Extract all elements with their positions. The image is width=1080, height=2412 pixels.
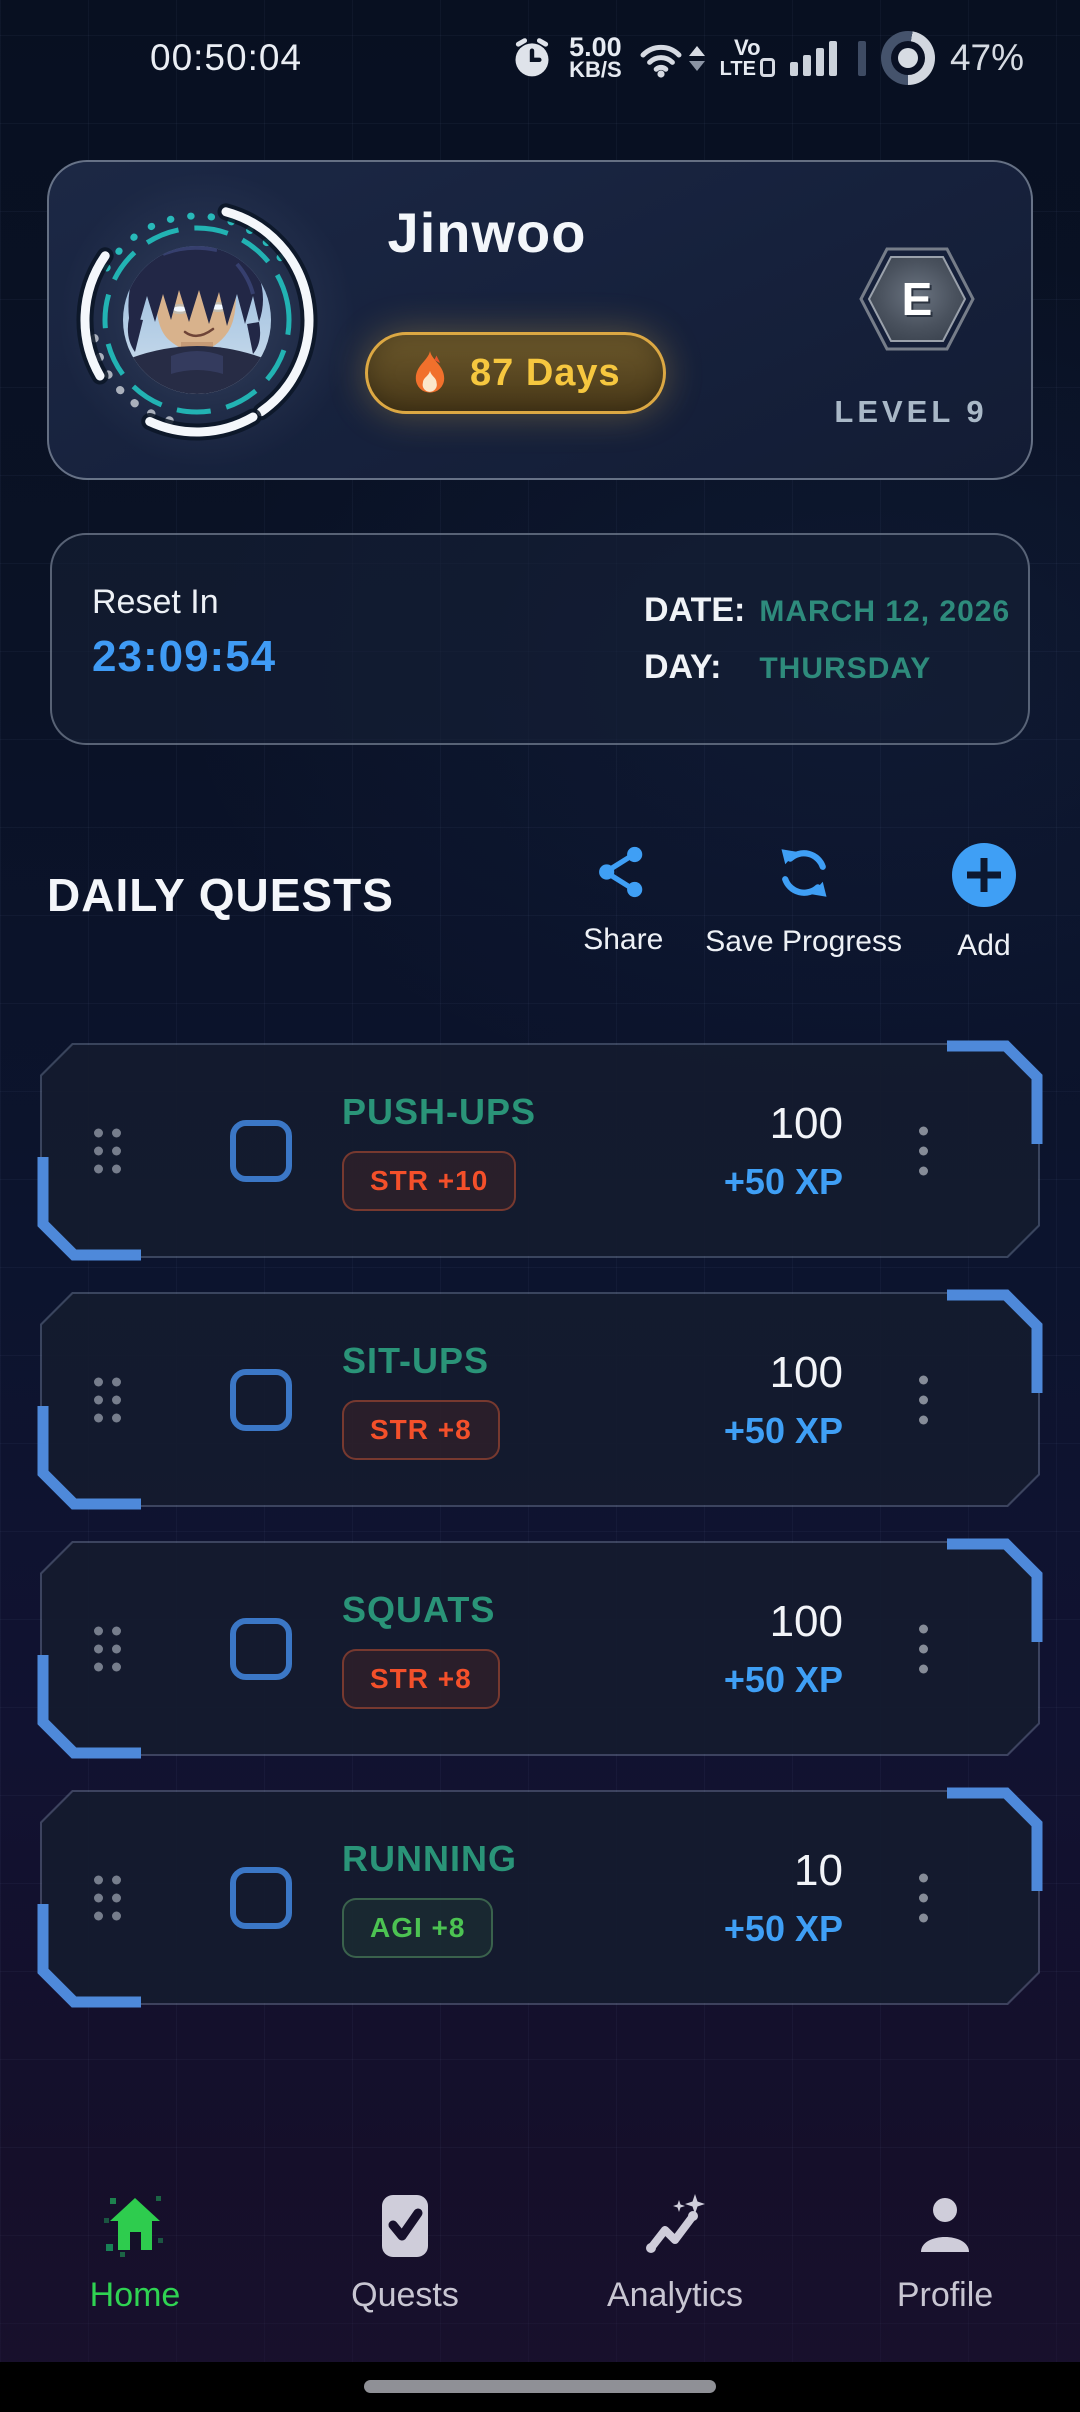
quest-menu-icon[interactable]: [913, 1120, 934, 1181]
profile-card: Jinwoo 87 Days E E LEVEL 9: [47, 160, 1033, 480]
quest-menu-icon[interactable]: [913, 1867, 934, 1928]
avatar-portrait: [123, 246, 271, 394]
quest-title: PUSH-UPS: [342, 1090, 537, 1132]
reset-countdown: 23:09:54: [92, 632, 277, 681]
svg-text:E: E: [904, 275, 935, 327]
quest-checkbox[interactable]: [230, 1368, 292, 1431]
quest-title: SIT-UPS: [342, 1339, 490, 1381]
nav-quests-label: Quests: [351, 2276, 459, 2314]
day-label: DAY:: [644, 648, 722, 686]
analytics-icon: [646, 2194, 705, 2253]
quest-checkbox[interactable]: [230, 1119, 292, 1182]
svg-text:E: E: [902, 273, 933, 325]
share-button[interactable]: Share: [575, 843, 671, 957]
quest-card-pushups: PUSH-UPS STR +10 100 +50 XP: [37, 1040, 1043, 1261]
volte-indicator: Vo LTE: [720, 36, 775, 79]
gesture-bar[interactable]: [364, 2380, 716, 2393]
rank-badge: E E: [859, 247, 975, 351]
net-speed: 5.00 KB/S: [569, 31, 622, 83]
bottom-nav: Home Quests Analytics Profile: [0, 2168, 1080, 2362]
sim-icon: [759, 58, 775, 78]
sim2-signal-icon: [857, 40, 866, 76]
profile-icon: [921, 2198, 969, 2252]
signal-bars-icon: [789, 40, 837, 76]
nav-home-label: Home: [89, 2276, 181, 2314]
drag-handle[interactable]: [94, 1875, 121, 1920]
quest-menu-icon[interactable]: [913, 1369, 934, 1430]
quest-target: 100: [769, 1596, 843, 1646]
quest-card-running: RUNNING AGI +8 10 +50 XP: [37, 1787, 1043, 2008]
quest-actions: Share Save Progress Add: [575, 843, 1032, 963]
battery-percent: 47%: [949, 37, 1024, 78]
wifi-icon: [637, 38, 705, 78]
plus-icon: [952, 843, 1016, 907]
avatar[interactable]: [67, 190, 327, 450]
stat-badge: STR +8: [342, 1648, 500, 1709]
stat-badge: STR +10: [342, 1150, 517, 1211]
quest-card-situps: SIT-UPS STR +8 100 +50 XP: [37, 1289, 1043, 1510]
day-value: THURSDAY: [759, 652, 932, 685]
quest-list: PUSH-UPS STR +10 100 +50 XP SIT-UPS STR …: [37, 1040, 1043, 2039]
date-label: DATE:: [644, 591, 746, 629]
quest-xp: +50 XP: [723, 1907, 843, 1949]
drag-handle[interactable]: [94, 1626, 121, 1671]
share-label: Share: [583, 923, 664, 956]
date-value: MARCH 12, 2026: [759, 595, 1011, 628]
nav-analytics-label: Analytics: [606, 2276, 744, 2314]
streak-label: 87 Days: [470, 351, 621, 394]
clock: 00:50:04: [150, 37, 303, 78]
nav-profile-label: Profile: [896, 2276, 994, 2314]
quest-target: 100: [769, 1347, 843, 1397]
quest-title: SQUATS: [342, 1588, 496, 1630]
quest-checkbox[interactable]: [230, 1866, 292, 1929]
reset-in-label: Reset In: [92, 583, 219, 621]
nav-analytics[interactable]: Analytics: [540, 2168, 810, 2362]
quest-xp: +50 XP: [723, 1409, 843, 1451]
fire-icon: [415, 351, 445, 393]
nav-quests[interactable]: Quests: [270, 2168, 540, 2362]
save-progress-button[interactable]: Save Progress: [705, 843, 902, 959]
stat-badge: AGI +8: [342, 1897, 494, 1958]
section-title: DAILY QUESTS: [47, 869, 394, 921]
quests-icon: [382, 2195, 428, 2257]
sync-icon: [781, 849, 827, 897]
quest-target: 100: [769, 1098, 843, 1148]
stat-badge: STR +8: [342, 1399, 500, 1460]
streak-badge: 87 Days: [365, 332, 666, 414]
level-label: LEVEL 9: [834, 394, 988, 429]
wifi-activity-arrows: [688, 45, 705, 71]
save-progress-label: Save Progress: [705, 925, 902, 958]
add-quest-button[interactable]: Add: [936, 843, 1032, 963]
quest-xp: +50 XP: [723, 1160, 843, 1202]
quest-target: 10: [794, 1845, 843, 1895]
battery-icon: [880, 31, 935, 85]
avatar-hud-rings: [76, 203, 318, 441]
nav-home[interactable]: Home: [0, 2168, 270, 2362]
share-icon: [599, 846, 643, 898]
quest-menu-icon[interactable]: [913, 1618, 934, 1679]
nav-profile[interactable]: Profile: [810, 2168, 1080, 2362]
drag-handle[interactable]: [94, 1377, 121, 1422]
status-icons: 5.00 KB/S Vo LTE 47%: [510, 31, 1024, 85]
alarm-icon: [515, 38, 549, 77]
add-label: Add: [957, 929, 1011, 962]
system-gesture-area: [0, 2362, 1080, 2412]
status-bar: 00:50:04 5.00 KB/S Vo LTE: [0, 0, 1080, 110]
drag-handle[interactable]: [94, 1128, 121, 1173]
quest-card-squats: SQUATS STR +8 100 +50 XP: [37, 1538, 1043, 1759]
reset-card: Reset In 23:09:54 DATE: MARCH 12, 2026 D…: [50, 533, 1030, 745]
quest-title: RUNNING: [342, 1837, 517, 1879]
quest-xp: +50 XP: [723, 1658, 843, 1700]
profile-name: Jinwoo: [387, 201, 587, 264]
home-icon: [104, 2196, 163, 2257]
quest-checkbox[interactable]: [230, 1617, 292, 1680]
